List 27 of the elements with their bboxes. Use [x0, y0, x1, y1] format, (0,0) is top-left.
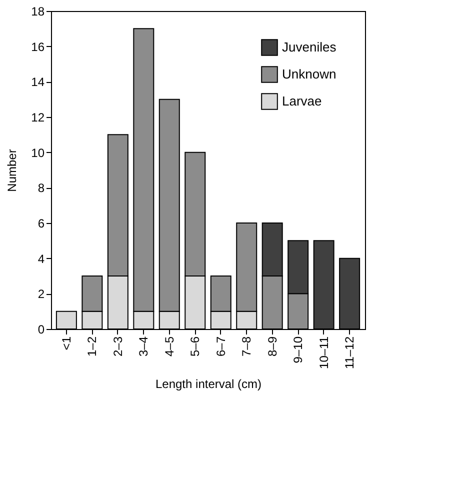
legend-label: Juveniles [282, 40, 337, 54]
x-tick-label: 3–4 [136, 336, 151, 357]
x-tick-label: 9–10 [291, 336, 306, 364]
y-tick-label: 4 [38, 252, 45, 266]
x-tick-label: 5–6 [188, 336, 202, 357]
x-tick-label: 1–2 [85, 336, 100, 357]
y-tick-label: 14 [31, 75, 45, 90]
x-tick-label: 4–5 [162, 336, 176, 357]
x-tick-label: 7–8 [240, 336, 254, 357]
y-tick-label: 2 [38, 287, 45, 302]
x-tick-label: 6–7 [214, 336, 228, 357]
y-tick-label: 12 [31, 110, 45, 124]
y-tick-label: 6 [38, 216, 45, 230]
legend-label: Larvae [282, 94, 322, 108]
y-tick-label: 8 [38, 181, 45, 196]
y-tick-label: 18 [31, 4, 45, 18]
x-tick-label: 11–12 [342, 336, 357, 369]
x-tick-label: <1 [59, 336, 74, 350]
legend-label: Unknown [282, 66, 336, 82]
x-tick-label: 10–11 [316, 336, 331, 369]
y-axis-title: Number [5, 149, 20, 192]
x-tick-label: 8–9 [265, 336, 280, 357]
y-tick-label: 16 [31, 40, 45, 54]
x-tick-label: 2–3 [110, 336, 125, 357]
x-axis-title: Length interval (cm) [155, 376, 262, 391]
y-tick-label: 0 [38, 322, 45, 336]
y-tick-label: 10 [31, 146, 45, 160]
